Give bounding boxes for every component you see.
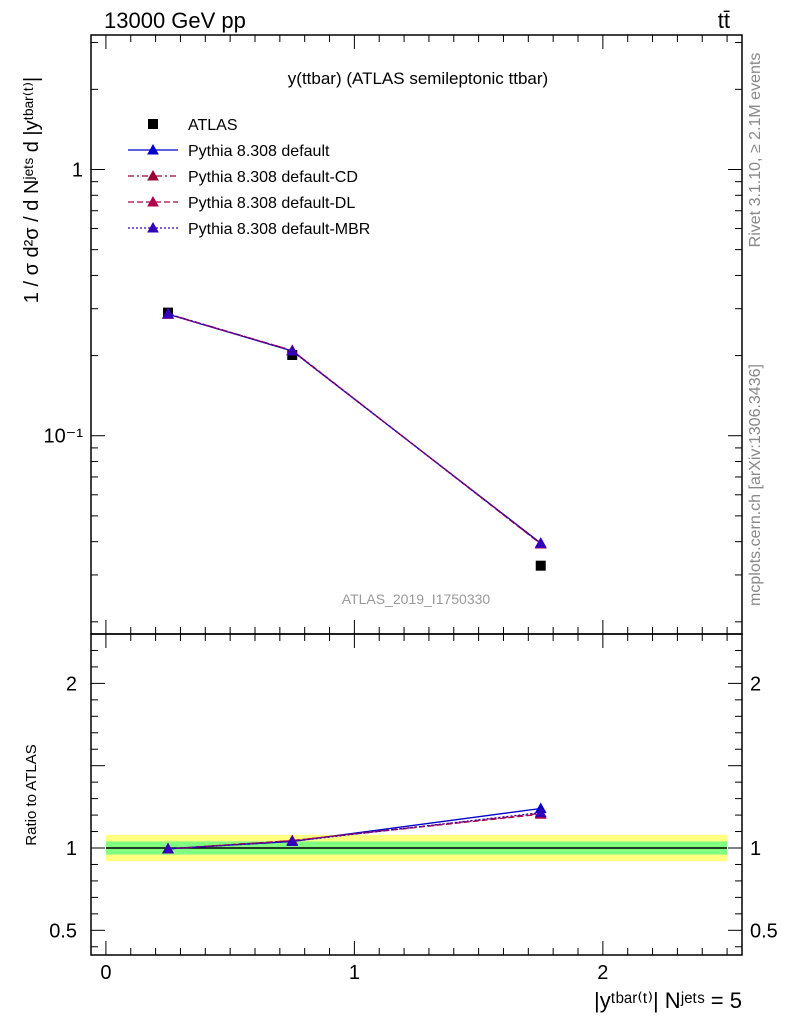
y-tick-label-ratio-right: 0.5 (750, 920, 778, 942)
series-line-4 (167, 313, 542, 544)
legend-label-0: ATLAS (188, 117, 238, 134)
legend-marker-3 (147, 195, 159, 207)
series-line-1 (167, 313, 542, 544)
data-point-mc-4 (286, 345, 299, 356)
y-axis-label-main: 1 / σ d²σ / d Nʲᵉᵗˢ d |yᵗᵇᵃʳ⁽ᵗ⁾| (21, 77, 43, 303)
y-tick-label-ratio: 0.5 (49, 920, 77, 942)
legend: ATLAS Pythia 8.308 default Pythia 8.308 de… (128, 117, 370, 238)
y-tick-label-ratio-right: 2 (750, 673, 761, 695)
legend-marker-atlas (148, 119, 158, 129)
mcplots-label: mcplots.cern.ch [arXiv:1306.3436] (747, 364, 764, 606)
ratio-panel: 0 1 2 0.5 0.5 1 1 2 2 (49, 633, 778, 984)
x-axis-label: |yᵗᵇᵃʳ⁽ᵗ⁾| Nʲᵉᵗˢ = 5 (594, 988, 742, 1013)
ratio-point-3 (286, 835, 299, 846)
energy-label: 13000 GeV pp (104, 8, 246, 33)
process-label: tt̄ (718, 8, 730, 33)
legend-label-1: Pythia 8.308 default (188, 143, 330, 160)
watermark: ATLAS_2019_I1750330 (342, 591, 491, 607)
y-tick-label-ratio-right: 1 (750, 838, 761, 860)
legend-marker-2 (147, 169, 159, 181)
legend-label-4: Pythia 8.308 default-MBR (188, 221, 370, 238)
y-tick-label-main: 10⁻¹ (44, 426, 84, 448)
y-axis-label-ratio: Ratio to ATLAS (23, 744, 40, 845)
ratio-point-3 (162, 842, 174, 854)
x-tick-label: 1 (349, 962, 360, 984)
rivet-label: Rivet 3.1.10, ≥ 2.1M events (747, 53, 764, 248)
data-point-mc-4 (162, 307, 174, 319)
data-point-mc-4 (534, 537, 547, 548)
x-tick-label: 2 (597, 962, 608, 984)
legend-label-3: Pythia 8.308 default-DL (188, 195, 355, 212)
series-line-2 (167, 313, 542, 545)
ratio-frame (90, 633, 743, 956)
y-tick-label-main: 1 (72, 159, 83, 181)
y-tick-label-ratio: 1 (66, 838, 77, 860)
x-tick-label: 0 (100, 962, 111, 984)
data-point-atlas (535, 560, 546, 571)
ratio-point-3 (534, 806, 547, 818)
plot-title: y(ttbar) (ATLAS semileptonic ttbar) (288, 69, 548, 88)
y-tick-label-ratio: 2 (66, 673, 77, 695)
legend-marker-1 (147, 143, 159, 155)
series-line-3 (167, 313, 542, 545)
legend-label-2: Pythia 8.308 default-CD (188, 169, 358, 186)
legend-marker-4 (147, 221, 159, 233)
